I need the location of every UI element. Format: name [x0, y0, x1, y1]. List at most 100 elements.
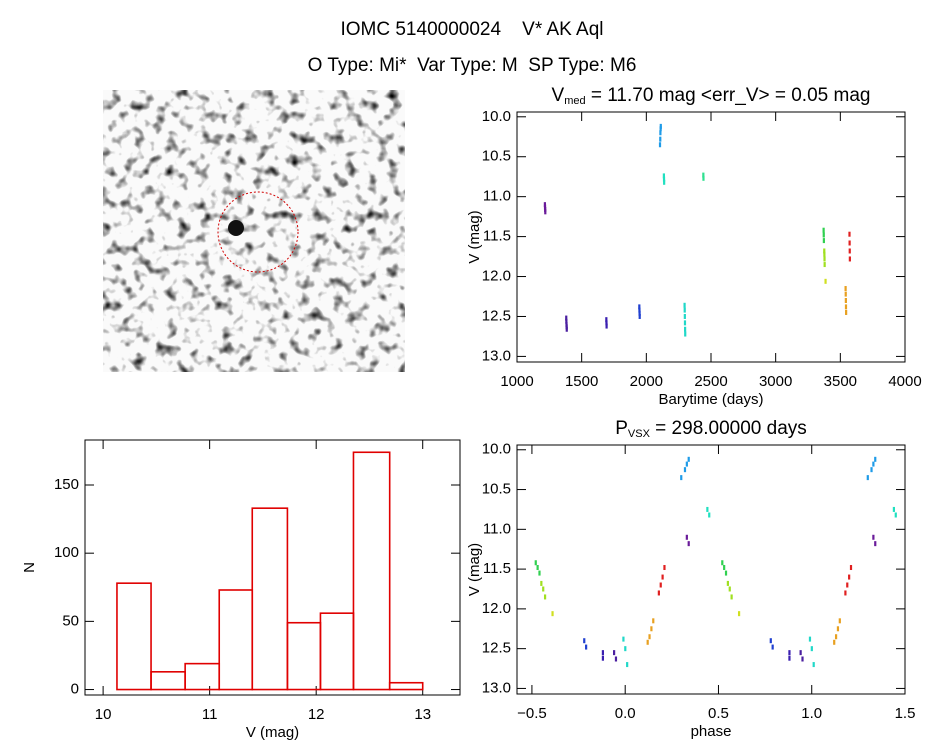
data-point	[844, 304, 848, 310]
data-point	[543, 594, 547, 600]
x-tick-label: 3000	[759, 373, 792, 390]
x-tick-label: 1500	[565, 373, 598, 390]
data-point	[769, 638, 772, 644]
data-point	[870, 467, 873, 473]
data-point	[626, 662, 629, 668]
data-point	[824, 278, 827, 284]
histogram-bar	[218, 589, 254, 691]
data-point	[657, 590, 660, 596]
title-part: = 298.00000 days	[650, 418, 807, 439]
data-point	[684, 326, 687, 332]
data-point	[624, 646, 627, 652]
data-point	[646, 639, 649, 645]
y-tick-label: 12.0	[482, 600, 511, 617]
y-tick-label: 10.0	[482, 441, 511, 458]
x-tick-label: 0.5	[708, 705, 729, 722]
x-axis-label: Barytime (days)	[658, 391, 763, 408]
data-point	[659, 123, 662, 129]
x-axis-label: V (mag)	[246, 724, 299, 741]
data-point	[838, 618, 841, 624]
data-point	[687, 541, 690, 547]
data-point	[638, 313, 641, 319]
data-point	[834, 634, 838, 640]
y-tick-label: 10.5	[482, 148, 511, 165]
chart-panel: 1000 1500 2000 2500 3000 3500 4000 10.0 10.5 11.0…	[466, 85, 922, 408]
histogram-bar	[184, 662, 221, 691]
data-point	[544, 209, 547, 215]
data-point	[685, 461, 688, 467]
data-point	[683, 307, 686, 313]
sky-image	[103, 90, 405, 372]
data-point	[822, 227, 825, 233]
histogram-bar	[286, 621, 322, 691]
y-tick-label: 13.0	[482, 347, 511, 364]
data-point	[808, 636, 812, 642]
data-point	[662, 176, 666, 182]
data-point	[708, 512, 711, 518]
data-point	[702, 172, 705, 178]
x-tick-label: 2500	[694, 373, 727, 390]
data-point	[683, 313, 686, 319]
y-tick-label: 12.0	[482, 268, 511, 285]
x-tick-label: 4000	[888, 373, 921, 390]
chart-title: PVSX = 298.00000 days	[615, 418, 807, 440]
data-point	[799, 650, 802, 656]
data-point	[810, 646, 813, 652]
data-point	[823, 256, 826, 262]
histogram-bar	[388, 681, 424, 691]
data-point	[892, 506, 896, 512]
data-point	[812, 662, 815, 668]
x-axis-label: phase	[691, 723, 732, 740]
data-point	[614, 656, 618, 662]
data-point	[833, 639, 836, 645]
data-point	[551, 611, 554, 617]
y-tick-label: 10.0	[482, 108, 511, 125]
plot-frame	[84, 439, 461, 696]
x-tick-label: 13	[414, 706, 431, 723]
data-point	[601, 650, 605, 656]
data-point	[844, 590, 847, 596]
data-point	[534, 560, 537, 566]
title-part: med	[564, 95, 585, 107]
data-point	[648, 634, 651, 640]
y-tick-label: 12.5	[482, 307, 511, 324]
aperture-circle	[217, 191, 299, 273]
data-point	[846, 582, 849, 588]
target-star	[228, 220, 244, 236]
data-point	[836, 626, 840, 632]
data-point	[683, 302, 686, 308]
data-point	[605, 323, 608, 329]
data-point	[823, 248, 826, 254]
y-tick-label: 0	[71, 681, 79, 698]
data-point	[613, 650, 616, 656]
data-point	[894, 512, 897, 518]
data-point	[822, 232, 825, 238]
data-point	[565, 315, 568, 321]
chart-panel: 10 11 12 13 0 50 100 150 V (mag) N	[21, 439, 461, 741]
figure-subtitle: O Type: Mi* Var Type: M SP Type: M6	[308, 55, 637, 76]
data-point	[662, 173, 665, 179]
histogram-bar	[251, 507, 289, 691]
x-tick-label: 11	[202, 706, 218, 723]
data-point	[585, 644, 588, 650]
data-point	[565, 326, 568, 332]
y-tick-label: 150	[54, 476, 79, 493]
chart-panel: −0.5 0.0 0.5 1.0 1.5 10.0 10.5 11.0 11.5 12.0 12.5…	[466, 418, 915, 740]
x-tick-label: 12	[308, 706, 325, 723]
data-point	[540, 580, 543, 586]
title-part: P	[615, 418, 628, 439]
data-point	[542, 586, 545, 592]
x-tick-label: −0.5	[517, 705, 547, 722]
data-point	[728, 586, 731, 592]
data-point	[663, 179, 666, 185]
data-point	[663, 565, 666, 571]
y-tick-label: 11.0	[483, 520, 511, 537]
figure-title: IOMC 5140000024 V* AK Aql	[340, 19, 603, 40]
data-point	[844, 297, 847, 303]
data-point	[658, 142, 662, 148]
data-point	[565, 318, 568, 324]
y-axis-label: V (mag)	[466, 543, 483, 596]
data-point	[874, 456, 877, 462]
data-point	[726, 580, 729, 586]
data-point	[801, 656, 804, 662]
